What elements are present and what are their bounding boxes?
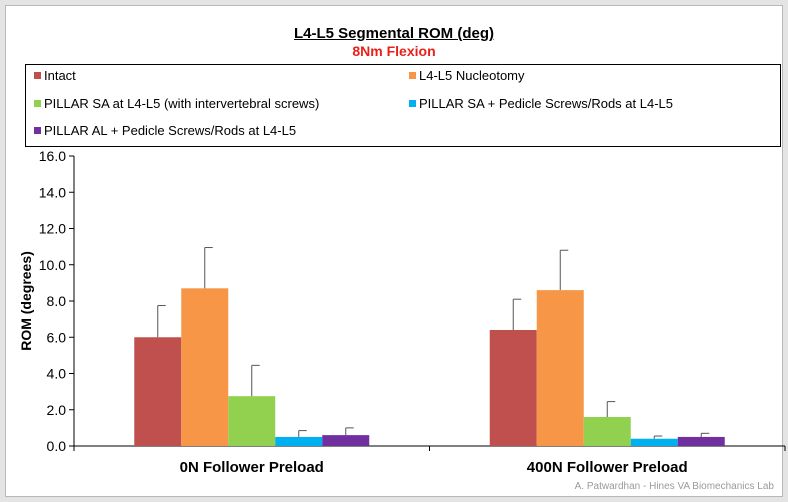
bar <box>583 417 631 446</box>
bar <box>228 396 276 446</box>
legend-swatch <box>34 100 41 107</box>
legend: Intact L4-L5 Nucleotomy PILLAR SA at L4-… <box>25 64 781 147</box>
y-tick-label: 6.0 <box>47 329 67 345</box>
legend-item-pillar-sa-pedicle: PILLAR SA + Pedicle Screws/Rods at L4-L5 <box>409 96 673 111</box>
legend-label: L4-L5 Nucleotomy <box>419 68 525 83</box>
legend-label: PILLAR SA at L4-L5 (with intervertebral … <box>44 96 320 111</box>
x-category-label: 400N Follower Preload <box>527 459 688 476</box>
legend-label: PILLAR SA + Pedicle Screws/Rods at L4-L5 <box>419 96 673 111</box>
y-tick-label: 14.0 <box>39 184 66 200</box>
bar <box>489 330 537 446</box>
credit-text: A. Patwardhan - Hines VA Biomechanics La… <box>574 481 774 492</box>
legend-item-nucleotomy: L4-L5 Nucleotomy <box>409 68 525 83</box>
y-tick-label: 0.0 <box>47 438 67 454</box>
y-axis-label: ROM (degrees) <box>18 251 34 351</box>
x-category-label: 0N Follower Preload <box>180 459 324 476</box>
bar <box>322 435 370 446</box>
legend-swatch <box>409 72 416 79</box>
legend-item-intact: Intact <box>34 68 76 83</box>
y-tick-label: 10.0 <box>39 257 66 273</box>
legend-label: PILLAR AL + Pedicle Screws/Rods at L4-L5 <box>44 123 297 138</box>
bar <box>630 438 678 446</box>
legend-swatch <box>409 100 416 107</box>
chart-title: L4-L5 Segmental ROM (deg) <box>293 25 495 42</box>
y-tick-label: 2.0 <box>47 402 67 418</box>
bar <box>275 436 323 446</box>
bar <box>536 290 584 446</box>
legend-item-pillar-al-pedicle: PILLAR AL + Pedicle Screws/Rods at L4-L5 <box>34 123 296 138</box>
legend-swatch <box>34 72 41 79</box>
y-tick-label: 16.0 <box>39 148 66 164</box>
y-tick-label: 8.0 <box>47 293 67 309</box>
legend-swatch <box>34 127 41 134</box>
legend-item-pillar-sa-screws: PILLAR SA at L4-L5 (with intervertebral … <box>34 96 319 111</box>
y-tick-label: 4.0 <box>47 366 67 382</box>
y-tick-label: 12.0 <box>39 221 66 237</box>
bar <box>181 288 229 446</box>
legend-label: Intact <box>44 68 76 83</box>
bar <box>677 436 725 446</box>
chart-subtitle: 8Nm Flexion <box>352 43 436 59</box>
bar <box>134 337 182 446</box>
